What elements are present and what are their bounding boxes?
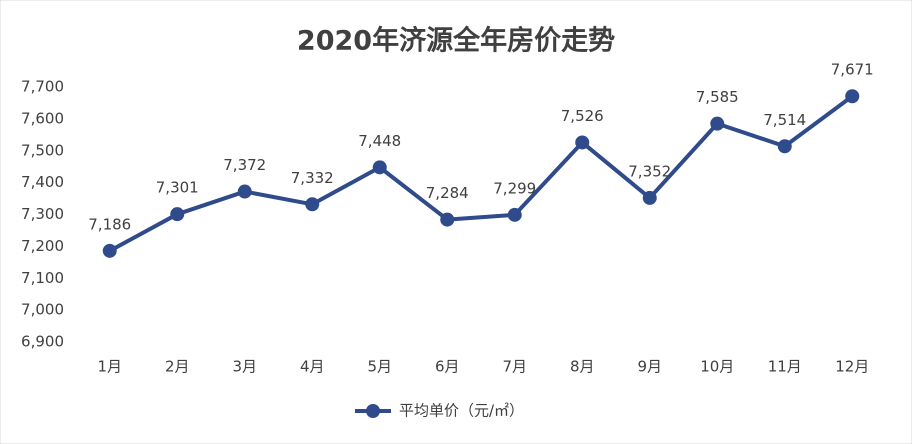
chart-title: 2020年济源全年房价走势 [297,25,615,57]
data-label: 7,301 [156,179,199,197]
x-tick-label: 1月 [97,358,122,376]
point [642,190,657,205]
point [372,160,387,175]
data-label: 7,671 [831,61,874,79]
point [777,139,792,154]
y-tick-label: 7,200 [21,237,64,255]
x-tick-label: 3月 [232,358,257,376]
y-tick-label: 7,400 [21,173,64,191]
x-tick-label: 10月 [700,358,734,376]
data-label: 7,332 [291,169,334,187]
x-tick-label: 11月 [768,358,802,376]
x-tick-label: 2月 [165,358,190,376]
legend-label: 平均单价（元/㎡） [399,402,524,420]
y-tick-label: 7,600 [21,109,64,127]
data-label: 7,299 [493,179,536,197]
data-label: 7,186 [88,215,131,233]
data-label: 7,352 [628,162,671,180]
point [305,197,320,212]
line [108,94,854,253]
y-tick-label: 7,000 [21,301,64,319]
point [440,212,455,227]
x-tick-label: 4月 [300,358,325,376]
data-label: 7,372 [223,156,266,174]
x-tick-label: 7月 [502,358,527,376]
point [507,207,522,222]
x-tick-label: 12月 [835,358,869,376]
x-tick-label: 5月 [367,358,392,376]
data-label: 7,526 [561,107,604,125]
data-label: 7,514 [763,111,806,129]
y-tick-label: 7,700 [21,78,64,96]
y-tick-label: 7,100 [21,269,64,287]
point [845,89,860,104]
point [237,184,252,199]
data-label: 7,448 [358,132,401,150]
y-tick-label: 6,900 [21,333,64,351]
point [575,135,590,150]
y-tick-label: 7,300 [21,205,64,223]
point [102,243,117,258]
data-label: 7,284 [426,184,469,202]
data-label: 7,585 [696,88,739,106]
point [710,116,725,131]
x-tick-label: 9月 [637,358,662,376]
x-tick-label: 6月 [435,358,460,376]
point [170,207,185,222]
y-tick-label: 7,500 [21,141,64,159]
x-tick-label: 8月 [570,358,595,376]
legend-marker [366,404,380,418]
